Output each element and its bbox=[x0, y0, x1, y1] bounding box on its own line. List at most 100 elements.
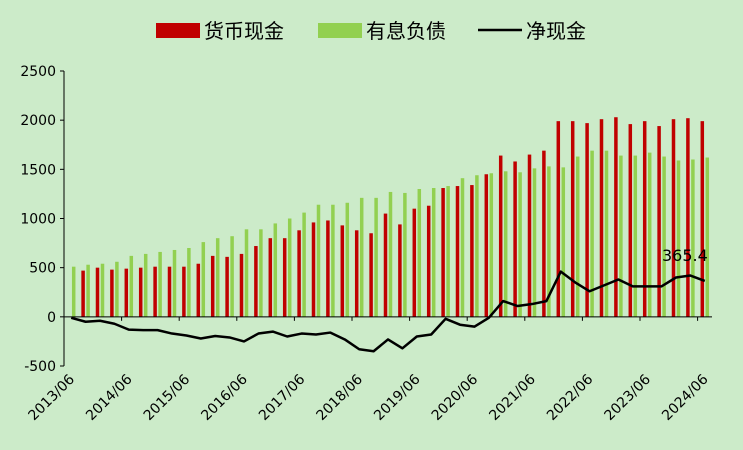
bar-debt-2 bbox=[100, 263, 105, 317]
bar-cash-44 bbox=[700, 121, 705, 317]
legend-net-cash-label: 净现金 bbox=[526, 19, 586, 43]
bar-cash-37 bbox=[599, 119, 604, 317]
bar-cash-21 bbox=[369, 233, 373, 317]
bar-debt-10 bbox=[215, 238, 220, 317]
x-tick-label-10: 2023/06 bbox=[602, 371, 655, 424]
legend-cash: 货币现金 bbox=[156, 19, 284, 43]
bar-debt-1 bbox=[86, 264, 90, 317]
bar-cash-9 bbox=[196, 263, 201, 317]
bar-cash-8 bbox=[182, 266, 186, 317]
bar-cash-38 bbox=[614, 117, 618, 317]
bar-debt-36 bbox=[590, 150, 594, 317]
bar-debt-28 bbox=[475, 175, 479, 317]
bar-cash-23 bbox=[398, 224, 402, 317]
annotation-last-value: 365.4 bbox=[662, 246, 708, 265]
bar-cash-17 bbox=[311, 222, 316, 317]
bars bbox=[71, 117, 710, 317]
bar-cash-11 bbox=[225, 256, 229, 317]
bar-cash-39 bbox=[628, 124, 633, 317]
bar-debt-7 bbox=[172, 249, 177, 317]
bar-debt-27 bbox=[460, 178, 465, 317]
x-tick-label-0: 2013/06 bbox=[26, 371, 79, 424]
bar-debt-42 bbox=[676, 160, 681, 317]
x-tick-label-11: 2024/06 bbox=[659, 371, 712, 424]
bar-debt-34 bbox=[561, 167, 566, 317]
bar-cash-6 bbox=[153, 266, 157, 317]
x-tick-label-5: 2018/06 bbox=[314, 371, 367, 424]
bar-debt-24 bbox=[417, 189, 422, 317]
bar-cash-26 bbox=[441, 188, 445, 317]
bar-debt-32 bbox=[532, 168, 537, 317]
bar-cash-35 bbox=[570, 121, 575, 317]
bar-cash-5 bbox=[138, 267, 143, 317]
y-tick-label-1: 0 bbox=[47, 310, 56, 326]
x-tick-label-8: 2021/06 bbox=[486, 371, 539, 424]
bar-cash-29 bbox=[484, 174, 489, 317]
bar-cash-16 bbox=[297, 230, 301, 317]
legend: 货币现金 有息负债 净现金 bbox=[156, 19, 586, 43]
bar-debt-43 bbox=[691, 159, 695, 317]
bar-cash-10 bbox=[210, 255, 215, 317]
bar-debt-6 bbox=[158, 251, 162, 317]
bar-cash-30 bbox=[498, 155, 503, 317]
bar-cash-42 bbox=[671, 119, 676, 317]
bar-debt-16 bbox=[302, 212, 306, 317]
bar-debt-18 bbox=[331, 204, 335, 317]
bar-debt-8 bbox=[187, 248, 191, 317]
bar-debt-14 bbox=[273, 223, 278, 317]
bar-debt-39 bbox=[633, 155, 638, 317]
bar-cash-14 bbox=[268, 238, 273, 317]
bar-cash-27 bbox=[455, 186, 460, 317]
bar-cash-7 bbox=[167, 266, 172, 317]
bar-debt-33 bbox=[547, 166, 551, 317]
x-tick-label-4: 2017/06 bbox=[256, 371, 309, 424]
legend-net-cash: 净现金 bbox=[478, 19, 586, 43]
x-tick-label-1: 2014/06 bbox=[83, 371, 136, 424]
bar-cash-24 bbox=[412, 208, 417, 317]
bar-debt-26 bbox=[446, 186, 450, 317]
legend-debt: 有息负债 bbox=[318, 19, 446, 43]
bar-cash-41 bbox=[657, 126, 661, 317]
bar-debt-31 bbox=[518, 172, 522, 317]
x-tick-label-2: 2015/06 bbox=[141, 371, 194, 424]
x-tick-label-7: 2020/06 bbox=[429, 371, 482, 424]
bar-debt-23 bbox=[403, 192, 407, 317]
bar-debt-25 bbox=[431, 188, 436, 317]
bar-cash-25 bbox=[426, 205, 431, 317]
bar-debt-44 bbox=[705, 157, 710, 317]
x-tick-label-3: 2016/06 bbox=[198, 371, 251, 424]
x-tick-label-6: 2019/06 bbox=[371, 371, 424, 424]
y-tick-label-4: 1500 bbox=[20, 162, 56, 178]
bar-debt-9 bbox=[201, 242, 206, 317]
bar-cash-22 bbox=[383, 213, 388, 317]
bar-cash-18 bbox=[326, 220, 330, 317]
bar-cash-40 bbox=[642, 121, 647, 317]
bar-debt-4 bbox=[129, 255, 134, 317]
bar-debt-40 bbox=[647, 152, 652, 317]
bar-debt-21 bbox=[374, 197, 378, 317]
bar-debt-0 bbox=[71, 266, 76, 317]
bar-debt-5 bbox=[143, 253, 148, 317]
legend-cash-swatch bbox=[156, 23, 200, 38]
bar-cash-34 bbox=[556, 121, 561, 317]
y-tick-label-0: -500 bbox=[24, 359, 56, 375]
bar-debt-13 bbox=[259, 229, 263, 317]
bar-debt-17 bbox=[316, 204, 321, 317]
bar-debt-20 bbox=[359, 197, 364, 317]
bar-debt-19 bbox=[345, 202, 350, 317]
bar-debt-38 bbox=[619, 155, 623, 317]
bar-cash-28 bbox=[470, 185, 474, 317]
bar-cash-2 bbox=[95, 267, 100, 317]
y-tick-label-2: 500 bbox=[29, 261, 56, 277]
bar-cash-19 bbox=[340, 225, 345, 317]
bar-debt-15 bbox=[287, 218, 292, 317]
bar-debt-35 bbox=[575, 156, 580, 317]
bar-debt-3 bbox=[115, 261, 119, 317]
legend-cash-label: 货币现金 bbox=[204, 19, 284, 43]
bar-cash-20 bbox=[354, 230, 359, 317]
bar-debt-41 bbox=[662, 156, 666, 317]
bar-cash-15 bbox=[282, 238, 287, 317]
bar-cash-12 bbox=[239, 253, 244, 317]
